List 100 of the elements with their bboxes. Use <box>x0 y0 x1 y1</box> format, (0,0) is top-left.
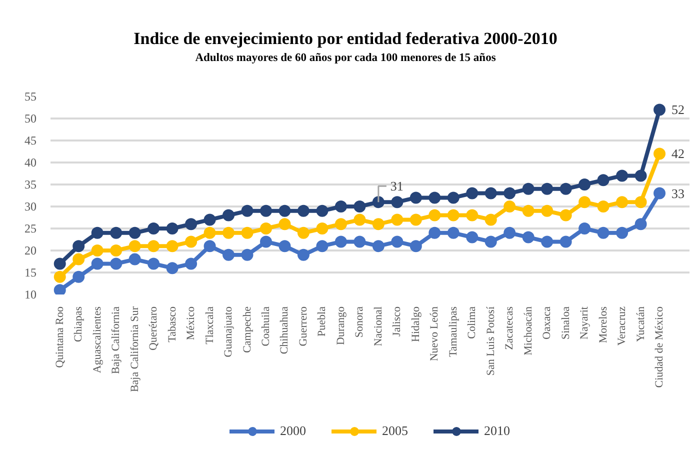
x-tick-label: Tabasco <box>166 306 178 342</box>
x-tick-label: Aguascalientes <box>91 306 104 374</box>
chart-subtitle: Adultos mayores de 60 años por cada 100 menores de 15 años <box>195 51 496 66</box>
x-tick-label: Nuevo León <box>428 306 441 362</box>
x-tick-label: Morelos <box>597 306 610 344</box>
point <box>278 204 291 217</box>
point <box>391 214 404 226</box>
point <box>316 204 328 217</box>
point <box>316 222 328 234</box>
x-tick-label: Chihuahua <box>278 306 291 354</box>
point <box>241 248 254 261</box>
x-tick-label: Sinaloa <box>560 306 572 340</box>
point <box>166 222 178 234</box>
x-tick-label: Ciudad de México <box>654 306 666 388</box>
x-tick-label: Chiapas <box>72 306 85 342</box>
x-tick-label: Sonora <box>354 306 366 338</box>
point <box>541 182 554 195</box>
point <box>447 192 460 204</box>
point <box>222 209 235 222</box>
x-tick-label: Guerrero <box>297 306 310 346</box>
x-tick-label: Nayarit <box>578 306 591 340</box>
point <box>634 218 647 230</box>
point <box>654 104 666 116</box>
point <box>504 226 516 239</box>
point <box>278 218 291 230</box>
y-tick-label: 35 <box>24 178 36 192</box>
point <box>504 187 516 200</box>
x-tick-label: Michoacán <box>522 306 534 356</box>
point <box>447 226 460 239</box>
x-tick-label: Tlaxcala <box>204 306 216 344</box>
point <box>578 222 591 234</box>
data-label: 52 <box>672 102 685 118</box>
point <box>391 196 404 208</box>
x-tick-label: San Luis Potosí <box>484 306 497 376</box>
x-tick-label: Quintana Roo <box>54 306 66 368</box>
y-tick-label: 20 <box>24 244 36 258</box>
point <box>91 258 104 270</box>
point <box>297 226 310 239</box>
point <box>54 270 66 283</box>
x-tick-label: Nacional <box>372 306 384 346</box>
x-tick-label: México <box>185 306 198 340</box>
x-tick-label: Coahuila <box>260 306 272 346</box>
point <box>428 192 441 204</box>
point <box>72 240 85 252</box>
point <box>597 226 610 239</box>
point <box>54 258 66 270</box>
x-tick-label: Hidalgo <box>410 306 422 342</box>
point <box>91 226 104 239</box>
point <box>354 214 366 226</box>
point <box>241 204 254 217</box>
point <box>204 240 216 252</box>
point <box>410 214 422 226</box>
y-tick-label: 15 <box>24 266 36 280</box>
y-tick-label: 50 <box>24 112 36 126</box>
point <box>634 196 647 208</box>
data-label: 33 <box>672 186 685 201</box>
x-tick-label: Yucatán <box>634 306 647 342</box>
legend-label: 2000 <box>280 423 306 439</box>
data-label: 31 <box>390 178 404 194</box>
point <box>410 192 422 204</box>
y-tick-label: 55 <box>24 90 36 104</box>
point <box>654 148 666 160</box>
point <box>166 240 178 252</box>
point <box>541 236 554 248</box>
y-tick-label: 40 <box>24 156 36 170</box>
data-label: 42 <box>672 146 685 162</box>
point <box>110 226 122 239</box>
x-tick-label: Guanajuato <box>222 306 235 358</box>
y-tick-label: 10 <box>24 288 36 302</box>
point <box>72 253 85 266</box>
point <box>484 187 497 200</box>
point <box>204 226 216 239</box>
point <box>185 258 198 270</box>
point <box>484 236 497 248</box>
legend-label: 2010 <box>484 423 510 439</box>
point <box>410 240 422 252</box>
point <box>334 218 347 230</box>
point <box>110 244 122 256</box>
x-tick-label: Baja California <box>110 306 122 374</box>
point <box>428 226 441 239</box>
point <box>654 187 666 200</box>
point <box>110 258 122 270</box>
point <box>166 262 178 274</box>
point <box>578 196 591 208</box>
x-tick-label: Tamaulipas <box>447 306 460 358</box>
point <box>297 248 310 261</box>
x-tick-label: Querétaro <box>148 306 160 350</box>
point <box>466 231 478 244</box>
x-tick-label: Baja California Sur <box>128 306 141 392</box>
point <box>334 236 347 248</box>
point <box>391 236 404 248</box>
chart-title: Indice de envejecimiento por entidad federativa 2000-2010 <box>134 28 558 50</box>
point <box>616 226 628 239</box>
point <box>334 200 347 212</box>
point <box>372 196 384 208</box>
x-tick-label: Durango <box>334 306 347 345</box>
point <box>428 209 441 222</box>
point <box>634 170 647 182</box>
point <box>128 253 141 266</box>
point <box>560 236 572 248</box>
